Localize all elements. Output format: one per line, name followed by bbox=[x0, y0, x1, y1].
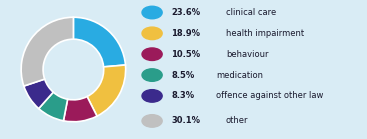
Text: health impairment: health impairment bbox=[226, 29, 304, 38]
Circle shape bbox=[142, 115, 162, 127]
Text: behaviour: behaviour bbox=[226, 50, 269, 59]
Circle shape bbox=[142, 90, 162, 102]
Wedge shape bbox=[87, 65, 126, 116]
Wedge shape bbox=[73, 17, 126, 67]
Text: 18.9%: 18.9% bbox=[171, 29, 200, 38]
Text: 10.5%: 10.5% bbox=[171, 50, 200, 59]
Wedge shape bbox=[39, 92, 68, 121]
Wedge shape bbox=[63, 97, 97, 122]
Circle shape bbox=[142, 69, 162, 81]
Text: 8.3%: 8.3% bbox=[171, 91, 194, 100]
Circle shape bbox=[142, 6, 162, 19]
Circle shape bbox=[142, 48, 162, 60]
Text: offence against other law: offence against other law bbox=[216, 91, 323, 100]
Wedge shape bbox=[21, 17, 73, 86]
Text: other: other bbox=[226, 116, 248, 125]
Text: 30.1%: 30.1% bbox=[171, 116, 200, 125]
Wedge shape bbox=[24, 79, 53, 109]
Text: 23.6%: 23.6% bbox=[171, 8, 200, 17]
Text: medication: medication bbox=[216, 71, 263, 80]
Text: 8.5%: 8.5% bbox=[171, 71, 195, 80]
Circle shape bbox=[142, 27, 162, 40]
Text: clinical care: clinical care bbox=[226, 8, 276, 17]
